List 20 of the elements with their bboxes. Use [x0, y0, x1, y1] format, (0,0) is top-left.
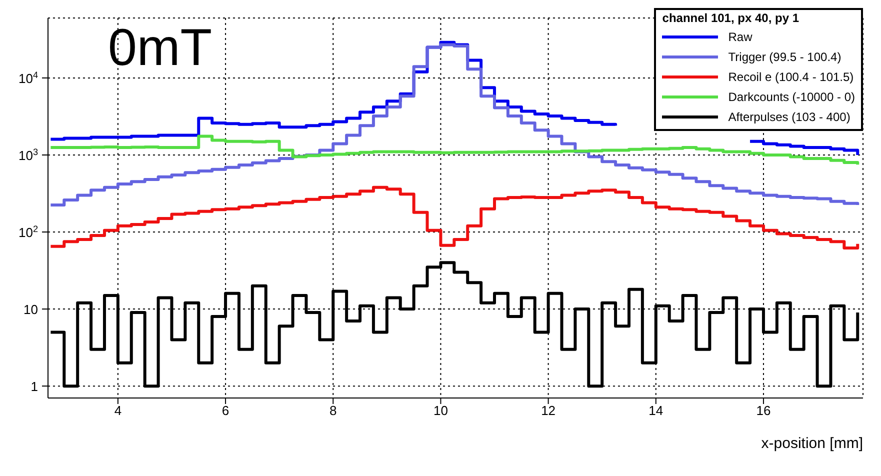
y-tick-label: 1 — [30, 379, 38, 394]
x-tick-label: 8 — [330, 403, 337, 418]
legend-label: Darkcounts (-10000 - 0) — [728, 90, 855, 104]
legend-label: Recoil e (100.4 - 101.5) — [728, 70, 854, 84]
x-tick-label: 10 — [433, 403, 448, 418]
legend-label: Afterpulses (103 - 400) — [728, 110, 850, 124]
y-tick-label: 10$^{3}$ — [18, 146, 38, 163]
x-axis-title: x-position [mm] — [761, 435, 863, 452]
x-tick-label: 16 — [756, 403, 771, 418]
legend-label: Trigger (99.5 - 100.4) — [728, 50, 842, 64]
legend-title: channel 101, px 40, py 1 — [662, 11, 800, 25]
x-tick-label: 14 — [648, 403, 664, 418]
y-tick-label: 10 — [24, 302, 38, 318]
annotation: 0mT — [108, 18, 212, 78]
y-tick-label: 10$^{4}$ — [18, 70, 38, 86]
y-tick-label: 10$^{2}$ — [18, 224, 38, 240]
x-tick-label: 12 — [541, 403, 556, 418]
legend-label: Raw — [728, 30, 752, 44]
x-tick-label: 6 — [222, 403, 230, 418]
x-tick-label: 4 — [114, 403, 122, 418]
